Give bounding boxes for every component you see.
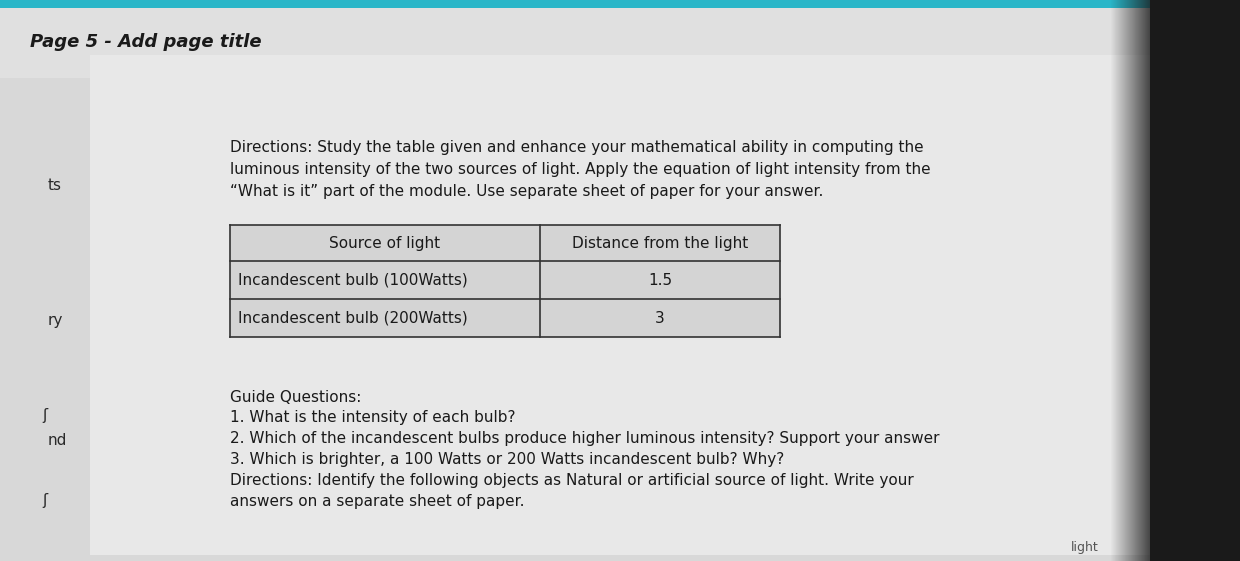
Text: 2. Which of the incandescent bulbs produce higher luminous intensity? Support yo: 2. Which of the incandescent bulbs produ… <box>229 431 940 446</box>
Text: ʃ: ʃ <box>42 407 47 422</box>
Text: 1.5: 1.5 <box>649 273 672 287</box>
Bar <box>229 225 780 337</box>
Text: ʃ: ʃ <box>42 493 47 508</box>
Text: 3: 3 <box>655 310 665 325</box>
Text: 3. Which is brighter, a 100 Watts or 200 Watts incandescent bulb? Why?: 3. Which is brighter, a 100 Watts or 200… <box>229 452 784 467</box>
Text: Incandescent bulb (100Watts): Incandescent bulb (100Watts) <box>238 273 467 287</box>
Bar <box>1149 0 1240 561</box>
Text: nd: nd <box>48 433 67 448</box>
Text: answers on a separate sheet of paper.: answers on a separate sheet of paper. <box>229 494 525 509</box>
Bar <box>0 0 1190 8</box>
Text: Distance from the light: Distance from the light <box>572 236 748 251</box>
Text: light: light <box>1071 540 1099 554</box>
Text: Directions: Study the table given and enhance your mathematical ability in compu: Directions: Study the table given and en… <box>229 140 924 155</box>
Text: ry: ry <box>48 312 63 328</box>
Text: Source of light: Source of light <box>330 236 440 251</box>
Text: Directions: Identify the following objects as Natural or artificial source of li: Directions: Identify the following objec… <box>229 473 914 488</box>
Text: “What is it” part of the module. Use separate sheet of paper for your answer.: “What is it” part of the module. Use sep… <box>229 184 823 199</box>
Text: 1. What is the intensity of each bulb?: 1. What is the intensity of each bulb? <box>229 410 516 425</box>
Bar <box>0 8 1180 78</box>
Text: Incandescent bulb (200Watts): Incandescent bulb (200Watts) <box>238 310 467 325</box>
Text: Page 5 - Add page title: Page 5 - Add page title <box>30 33 262 51</box>
Text: ts: ts <box>48 177 62 192</box>
Text: Guide Questions:: Guide Questions: <box>229 390 361 405</box>
Bar <box>91 55 1159 555</box>
Text: luminous intensity of the two sources of light. Apply the equation of light inte: luminous intensity of the two sources of… <box>229 162 931 177</box>
